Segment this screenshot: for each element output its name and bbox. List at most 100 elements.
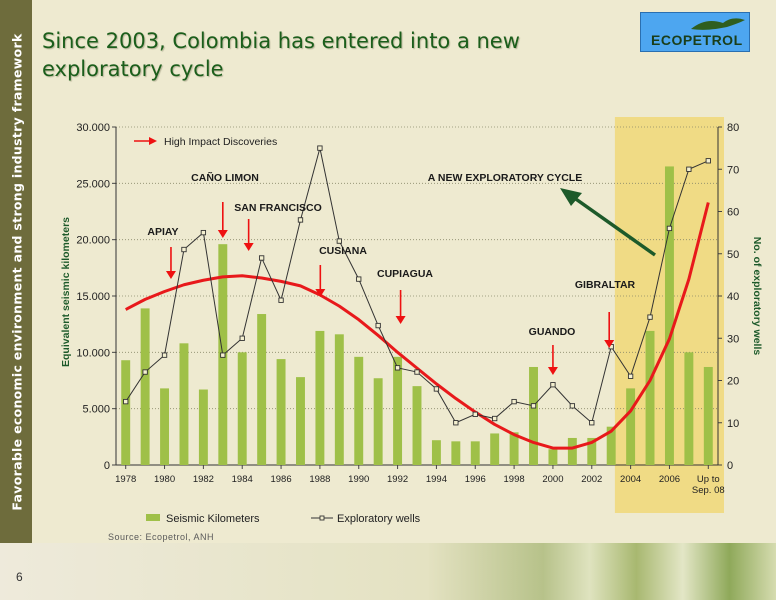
seismic-bar [684,352,694,465]
y-tick-label: 20.000 [76,235,110,247]
seismic-bar [490,433,500,465]
legend-line-label: Exploratory wells [337,513,421,525]
wells-point [239,335,245,341]
seismic-bar [198,389,208,465]
seismic-bar [529,366,538,465]
y-tick-label: 15.000 [76,291,110,303]
seismic-bar [393,356,403,465]
seismic-bar [567,437,577,465]
seismic-bar [315,330,325,465]
wells-point [472,411,478,417]
wells-point [317,145,323,151]
x-tick-label: 1988 [309,474,330,485]
seismic-bar [451,441,461,465]
seismic-bar [509,432,519,465]
discovery-legend-arrowhead [149,137,157,145]
iguana-icon [691,18,745,30]
seismic-bar [373,378,383,465]
source-note: Source: Ecopetrol, ANH [108,532,215,542]
wells-point [705,158,711,164]
discovery-label: GIBRALTAR [575,279,636,291]
y-tick-label: 5.000 [82,404,110,416]
y-tick-label: 25.000 [76,178,110,190]
x-tick-label: 1990 [348,474,369,485]
seismic-bar [703,366,713,465]
discovery-label: CUPIAGUA [377,268,433,280]
wells-point [569,403,576,409]
wells-point [123,398,129,405]
seismic-bar [257,314,267,465]
x-tick-label: Sep. 08 [692,485,725,496]
x-tick-label: 1978 [115,474,136,485]
slide-title: Since 2003, Colombia has entered into a … [42,29,520,81]
wells-point [297,217,304,223]
seismic-bar [664,166,674,465]
wells-point [375,322,381,329]
wells-point [220,352,226,358]
new-cycle-arrowhead [560,188,582,206]
wells-point [142,369,148,375]
wells-point [356,276,362,282]
x-tick-label: 1982 [193,474,214,485]
apiay-arrow-head [165,271,176,279]
seismic-bar [237,352,247,465]
seismic-bar [645,330,655,465]
cano-limon-arrow-head [217,230,228,238]
cupiagua-arrow-head [395,316,406,324]
wells-point [686,166,692,172]
y2-axis-title: No. of exploratory wells [751,237,763,356]
seismic-bar [548,449,558,465]
x-tick-label: 2000 [542,474,563,485]
wells-point [414,369,420,375]
legend-bar-swatch [146,514,160,521]
y2-tick-label: 70 [727,164,739,176]
x-tick-label: 1996 [465,474,486,485]
page-number: 6 [16,570,23,584]
wells-point [394,365,401,371]
legend-line-marker [319,515,325,521]
wells-point [627,373,634,379]
y2-tick-label: 10 [727,418,739,430]
discovery-label: CUSIANA [319,245,367,257]
seismic-bar [354,356,364,465]
discovery-label: SAN FRANCISCO [234,202,322,214]
y-tick-label: 10.000 [76,347,110,359]
y2-tick-label: 80 [727,122,739,134]
seismic-bar [626,388,636,465]
guando-arrow-head [547,367,558,375]
x-tick-label: Up to [697,474,720,485]
x-tick-label: 1984 [232,474,253,485]
x-tick-label: 1998 [504,474,525,485]
wells-point [258,255,265,261]
x-tick-label: 2004 [620,474,641,485]
y2-tick-label: 20 [727,376,739,388]
y-axis-title: Equivalent seismic kilometers [60,217,72,367]
y2-tick-label: 30 [727,333,739,345]
wells-point [200,229,207,236]
company-logo: ECOPETROL [640,12,750,52]
wells-point [181,246,187,253]
logo-text: ECOPETROL [651,32,743,48]
y2-tick-label: 40 [727,291,739,303]
wells-point [492,415,498,422]
y2-tick-label: 0 [727,460,733,472]
wells-point [336,238,342,244]
discovery-legend-label: High Impact Discoveries [164,136,277,148]
san-francisco-arrow-head [243,243,254,251]
wells-point [278,297,284,303]
x-tick-label: 1980 [154,474,175,485]
seismic-bar [412,386,422,465]
cusiana-arrow-head [315,289,326,297]
seismic-bar [606,426,616,465]
seismic-bar [140,308,150,465]
wells-point [453,420,459,426]
seismic-bar [470,441,480,465]
seismic-bar [160,388,170,465]
new-cycle-arrow [571,195,657,257]
footer-image [0,543,776,600]
seismic-bar [587,437,597,465]
x-tick-label: 1992 [387,474,408,485]
wells-point [589,420,595,426]
x-tick-label: 2002 [581,474,602,485]
